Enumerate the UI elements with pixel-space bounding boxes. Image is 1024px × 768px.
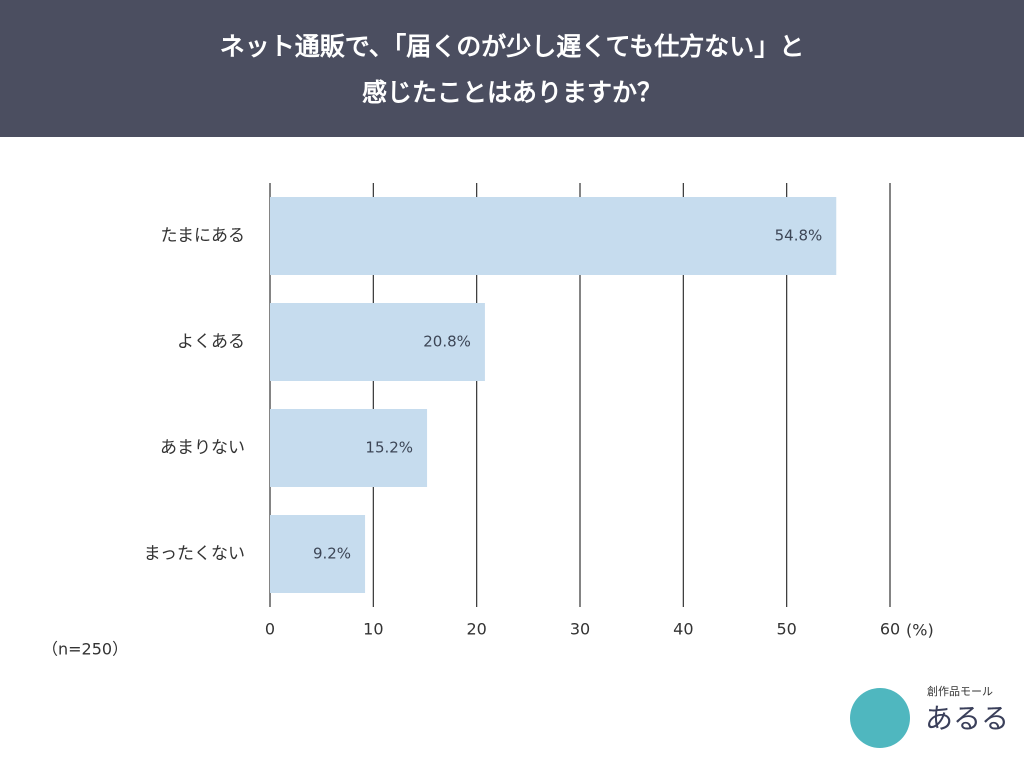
logo-badge — [850, 688, 910, 748]
x-tick-label: 40 — [673, 620, 693, 639]
y-tick-label: たまにある — [161, 226, 246, 246]
logo: 創作品モール あるる — [850, 684, 1009, 748]
y-tick-label: まったくない — [144, 544, 245, 564]
x-tick-label: 60 — [880, 620, 900, 639]
value-label: 54.8% — [775, 227, 823, 245]
header-band — [0, 0, 1024, 137]
bar — [270, 409, 428, 487]
chart-title: ネット通販で、「届くのが少し遅くても仕方ない」と — [220, 32, 805, 61]
value-label: 15.2% — [365, 439, 413, 457]
value-label: 9.2% — [313, 545, 351, 563]
x-tick-label: 10 — [363, 620, 383, 639]
bar — [270, 515, 366, 593]
x-tick-label: 20 — [466, 620, 486, 639]
x-tick-label: 0 — [265, 620, 275, 639]
chart-title: 感じたことはありますか？ — [362, 78, 662, 107]
y-tick-label: よくある — [177, 332, 245, 352]
x-tick-label: 30 — [570, 620, 590, 639]
value-label: 20.8% — [423, 333, 471, 351]
logo-name: あるる — [925, 702, 1009, 735]
sample-note: （n=250） — [42, 640, 128, 659]
bar — [270, 303, 485, 381]
y-tick-label: あまりない — [160, 438, 245, 458]
bar — [270, 197, 837, 275]
x-tick-label: 50 — [776, 620, 796, 639]
axis-unit: (%) — [906, 621, 934, 640]
logo-tagline: 創作品モール — [927, 684, 993, 698]
